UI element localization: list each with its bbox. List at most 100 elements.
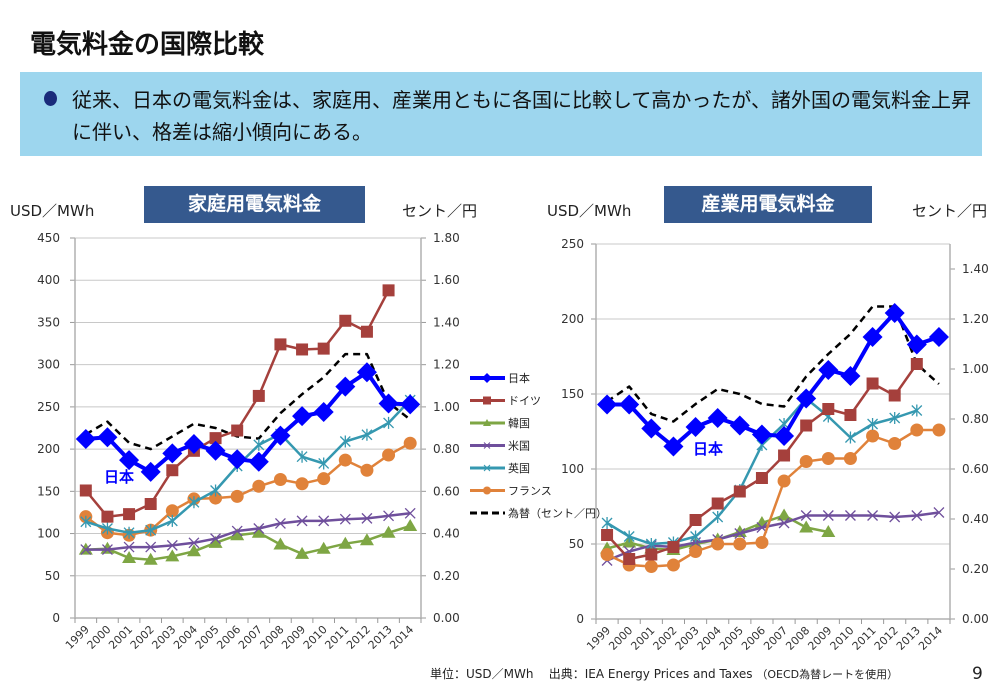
bullet-icon — [44, 91, 57, 106]
data-point-usa — [844, 510, 856, 521]
data-point-france — [777, 474, 791, 488]
data-point-germany — [778, 449, 791, 462]
data-point-korea — [821, 525, 836, 537]
x-tick-label: 1999 — [63, 623, 92, 652]
data-point-japan — [685, 417, 706, 437]
data-point-korea — [799, 520, 814, 533]
x-tick-label: 2014 — [387, 623, 416, 652]
y-tick-label: 150 — [37, 484, 60, 498]
footer-note: （OECD為替レートを使用） — [756, 668, 899, 681]
series-line-uk — [85, 399, 412, 534]
legend-marker — [483, 486, 491, 495]
legend-label: フランス — [508, 485, 552, 498]
data-point-france — [295, 477, 309, 491]
data-point-usa — [734, 528, 746, 539]
summary-text: 従来、日本の電気料金は、家庭用、産業用ともに各国に比較して高かったが、諸外国の電… — [72, 88, 971, 144]
series-fx — [606, 305, 940, 423]
data-point-japan — [707, 408, 728, 428]
legend-item-korea: 韓国 — [470, 417, 530, 430]
data-point-japan — [619, 394, 640, 415]
data-point-japan — [663, 436, 684, 457]
data-point-japan — [862, 327, 883, 347]
data-point-korea — [403, 518, 418, 531]
y-tick-label: 400 — [37, 273, 60, 287]
right-y2-axis-unit: セント／円 — [912, 202, 988, 220]
data-point-japan — [840, 366, 861, 386]
y-tick-label: 0 — [52, 611, 60, 625]
x-tick-label: 2013 — [366, 623, 395, 652]
y2-tick-label: 1.00 — [962, 362, 989, 376]
y2-tick-label: 1.40 — [962, 262, 989, 276]
series-france — [79, 436, 417, 542]
data-point-korea — [754, 516, 769, 528]
y-tick-label: 450 — [37, 231, 60, 245]
data-point-japan — [205, 440, 226, 461]
x-tick-label: 2011 — [322, 623, 351, 652]
data-point-korea — [381, 525, 396, 538]
data-point-france — [209, 491, 223, 505]
series-usa — [601, 507, 945, 566]
data-point-usa — [188, 537, 200, 549]
x-tick-label: 2007 — [236, 623, 265, 652]
residential-chart-title: 家庭用電気料金 — [144, 186, 365, 223]
data-point-france — [230, 489, 244, 503]
data-point-japan — [928, 327, 949, 347]
data-point-usa — [383, 510, 395, 522]
footer-source: 出典：IEA Energy Prices and Taxes — [548, 667, 753, 681]
data-point-france — [910, 423, 924, 437]
data-point-uk — [253, 438, 265, 451]
legend-label: 韓国 — [508, 417, 530, 430]
x-tick-label: 2009 — [279, 623, 308, 652]
y2-tick-label: 1.20 — [962, 312, 989, 326]
industrial-chart-title: 産業用電気料金 — [664, 186, 872, 223]
data-point-germany — [866, 377, 879, 390]
data-point-usa — [123, 541, 135, 553]
y-tick-label: 50 — [45, 569, 60, 583]
data-point-korea — [208, 535, 223, 548]
data-point-germany — [822, 403, 835, 415]
series-line-fx — [85, 352, 411, 451]
y2-tick-label: 1.60 — [433, 273, 460, 287]
y2-tick-label: 0.20 — [962, 562, 989, 576]
data-point-uk — [339, 435, 351, 448]
y2-tick-label: 0.80 — [962, 412, 989, 426]
data-point-france — [821, 452, 835, 465]
x-tick-label: 2009 — [805, 624, 834, 653]
y-tick-label: 100 — [37, 527, 60, 541]
data-point-germany — [667, 541, 680, 553]
data-point-france — [338, 453, 352, 467]
series-line-usa — [85, 512, 411, 551]
data-point-germany — [623, 553, 636, 565]
data-point-usa — [80, 544, 92, 556]
y-tick-label: 350 — [37, 315, 60, 329]
y2-tick-label: 0.20 — [433, 569, 460, 583]
data-point-usa — [778, 517, 790, 529]
x-tick-label: 2003 — [673, 624, 702, 653]
data-point-korea — [143, 552, 158, 565]
data-point-korea — [273, 537, 288, 550]
data-point-germany — [844, 409, 857, 421]
data-point-usa — [318, 515, 330, 527]
data-point-usa — [296, 515, 308, 527]
data-point-germany — [755, 472, 768, 484]
x-tick-label: 2002 — [651, 624, 680, 653]
legend-marker — [483, 396, 491, 405]
x-tick-label: 2000 — [606, 624, 635, 653]
data-point-germany — [601, 529, 614, 541]
data-point-japan — [183, 434, 204, 455]
data-point-france — [932, 423, 946, 437]
data-point-uk — [296, 450, 308, 463]
x-tick-label: 2001 — [628, 624, 657, 653]
x-tick-label: 2008 — [783, 624, 812, 653]
data-point-france — [733, 537, 747, 551]
data-point-usa — [361, 512, 373, 524]
data-point-germany — [910, 358, 923, 370]
series-line-germany — [606, 363, 918, 561]
data-point-germany — [79, 484, 92, 497]
y-tick-label: 150 — [561, 387, 584, 401]
data-point-germany — [711, 497, 724, 510]
y-tick-label: 50 — [569, 537, 584, 551]
x-tick-label: 2010 — [828, 624, 857, 653]
data-point-japan — [906, 334, 927, 355]
